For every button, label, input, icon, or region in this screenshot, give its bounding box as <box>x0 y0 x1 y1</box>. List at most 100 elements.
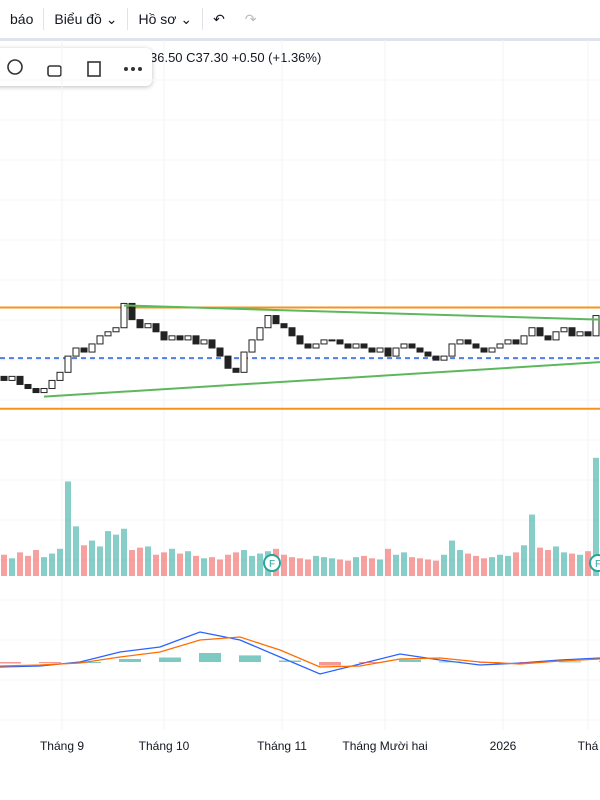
menu-item[interactable]: Hồ sơ ⌄ <box>138 10 193 27</box>
candle-body <box>120 302 128 329</box>
chart: Tháng 9 Tháng 10 Tháng 11 Tháng Mười hai 202… <box>0 40 600 753</box>
candle-body <box>544 335 552 341</box>
volume-bar <box>393 554 399 576</box>
candle-body <box>480 347 488 353</box>
candle-body <box>112 327 120 333</box>
volume-bar <box>177 553 183 576</box>
candle-body <box>280 323 288 329</box>
x-tick-label: Thá <box>578 739 599 753</box>
candle-body <box>320 339 328 345</box>
volume-bar <box>545 550 551 576</box>
candle-body <box>528 327 536 337</box>
macd-hist <box>39 662 61 664</box>
macd-hist <box>239 655 261 662</box>
macd-hist <box>79 662 101 663</box>
volume-bar <box>553 546 559 576</box>
lock-icon[interactable] <box>47 65 62 77</box>
volume-bar <box>281 554 287 576</box>
volume-bar <box>137 547 143 576</box>
macd-hist <box>199 653 221 662</box>
volume-bar <box>81 545 87 576</box>
volume-bar <box>529 514 535 576</box>
volume-bar <box>17 552 23 576</box>
volume-bar <box>153 554 159 576</box>
volume-bar <box>241 550 247 576</box>
redo[interactable]: ↷ <box>244 10 257 27</box>
drawing-icons <box>7 59 142 77</box>
volume-bar <box>569 553 575 576</box>
volume-bar <box>97 546 103 576</box>
candle-body <box>184 335 192 341</box>
macd-hist <box>0 662 21 664</box>
candle-body <box>424 351 432 357</box>
volume-bar <box>593 457 599 576</box>
candle-body <box>176 335 184 341</box>
volume-bar <box>249 555 255 576</box>
candle-body <box>136 319 144 329</box>
settings-icon[interactable] <box>7 59 23 75</box>
candle-body <box>104 331 112 337</box>
trash-icon[interactable] <box>87 61 101 77</box>
volume-bar <box>505 555 511 576</box>
volume-bar <box>353 557 359 576</box>
candle-body <box>384 347 392 357</box>
candle-body <box>288 327 296 337</box>
event-badge-label: F <box>269 559 275 570</box>
macd-hist <box>519 662 541 663</box>
macd-hist <box>319 662 341 666</box>
volume-bar <box>161 552 167 576</box>
candle-body <box>552 331 560 341</box>
candle-body <box>408 343 416 349</box>
volume-bar <box>121 528 127 576</box>
volume-bar <box>9 558 15 576</box>
menu-item[interactable]: báo <box>10 11 34 27</box>
volume-bar <box>585 551 591 576</box>
volume-bar <box>49 553 55 576</box>
candle-body <box>48 379 56 390</box>
volume-bar <box>57 548 63 576</box>
candle-body <box>16 375 24 385</box>
volume-bar <box>201 558 207 576</box>
volume-bar <box>417 558 423 576</box>
candle-body <box>200 339 208 345</box>
volume-bar <box>537 547 543 576</box>
event-badge <box>589 554 600 572</box>
volume-bar <box>233 552 239 576</box>
menu-item[interactable]: Biểu đồ ⌄ <box>54 10 118 27</box>
volume-bar <box>361 555 367 576</box>
undo[interactable]: ↶ <box>213 10 225 27</box>
volume-bar <box>345 560 351 576</box>
volume-bar <box>313 555 319 576</box>
candle-body <box>560 327 568 333</box>
macd-line <box>0 631 600 675</box>
volume-bar <box>409 557 415 576</box>
volume-bar <box>1 554 7 576</box>
candle-body <box>312 343 320 349</box>
trendline <box>123 304 600 321</box>
volume-bar <box>473 555 479 576</box>
x-tick-label: Tháng 11 <box>257 739 307 753</box>
macd-hist <box>399 659 421 662</box>
volume-bar <box>193 555 199 576</box>
menu-label: Hồ sơ <box>138 10 177 27</box>
candle-body <box>448 343 456 357</box>
more-icon[interactable] <box>124 67 142 71</box>
volume-bar <box>577 554 583 576</box>
trendline <box>43 361 600 398</box>
volume-bar <box>41 557 47 576</box>
volume-bar <box>297 558 303 576</box>
volume-bar <box>145 546 151 576</box>
volume-bar <box>425 559 431 576</box>
volume-bar <box>257 553 263 576</box>
candle-body <box>496 343 504 349</box>
candle-body <box>456 339 464 345</box>
macd-hist <box>559 661 581 663</box>
candle-body <box>296 335 304 345</box>
candle-body <box>248 339 256 353</box>
volume-bar <box>33 550 39 576</box>
volume-bar <box>129 550 135 576</box>
volume-bar <box>337 559 343 576</box>
x-tick-label: Tháng 10 <box>139 739 190 753</box>
candle-body <box>128 302 136 321</box>
